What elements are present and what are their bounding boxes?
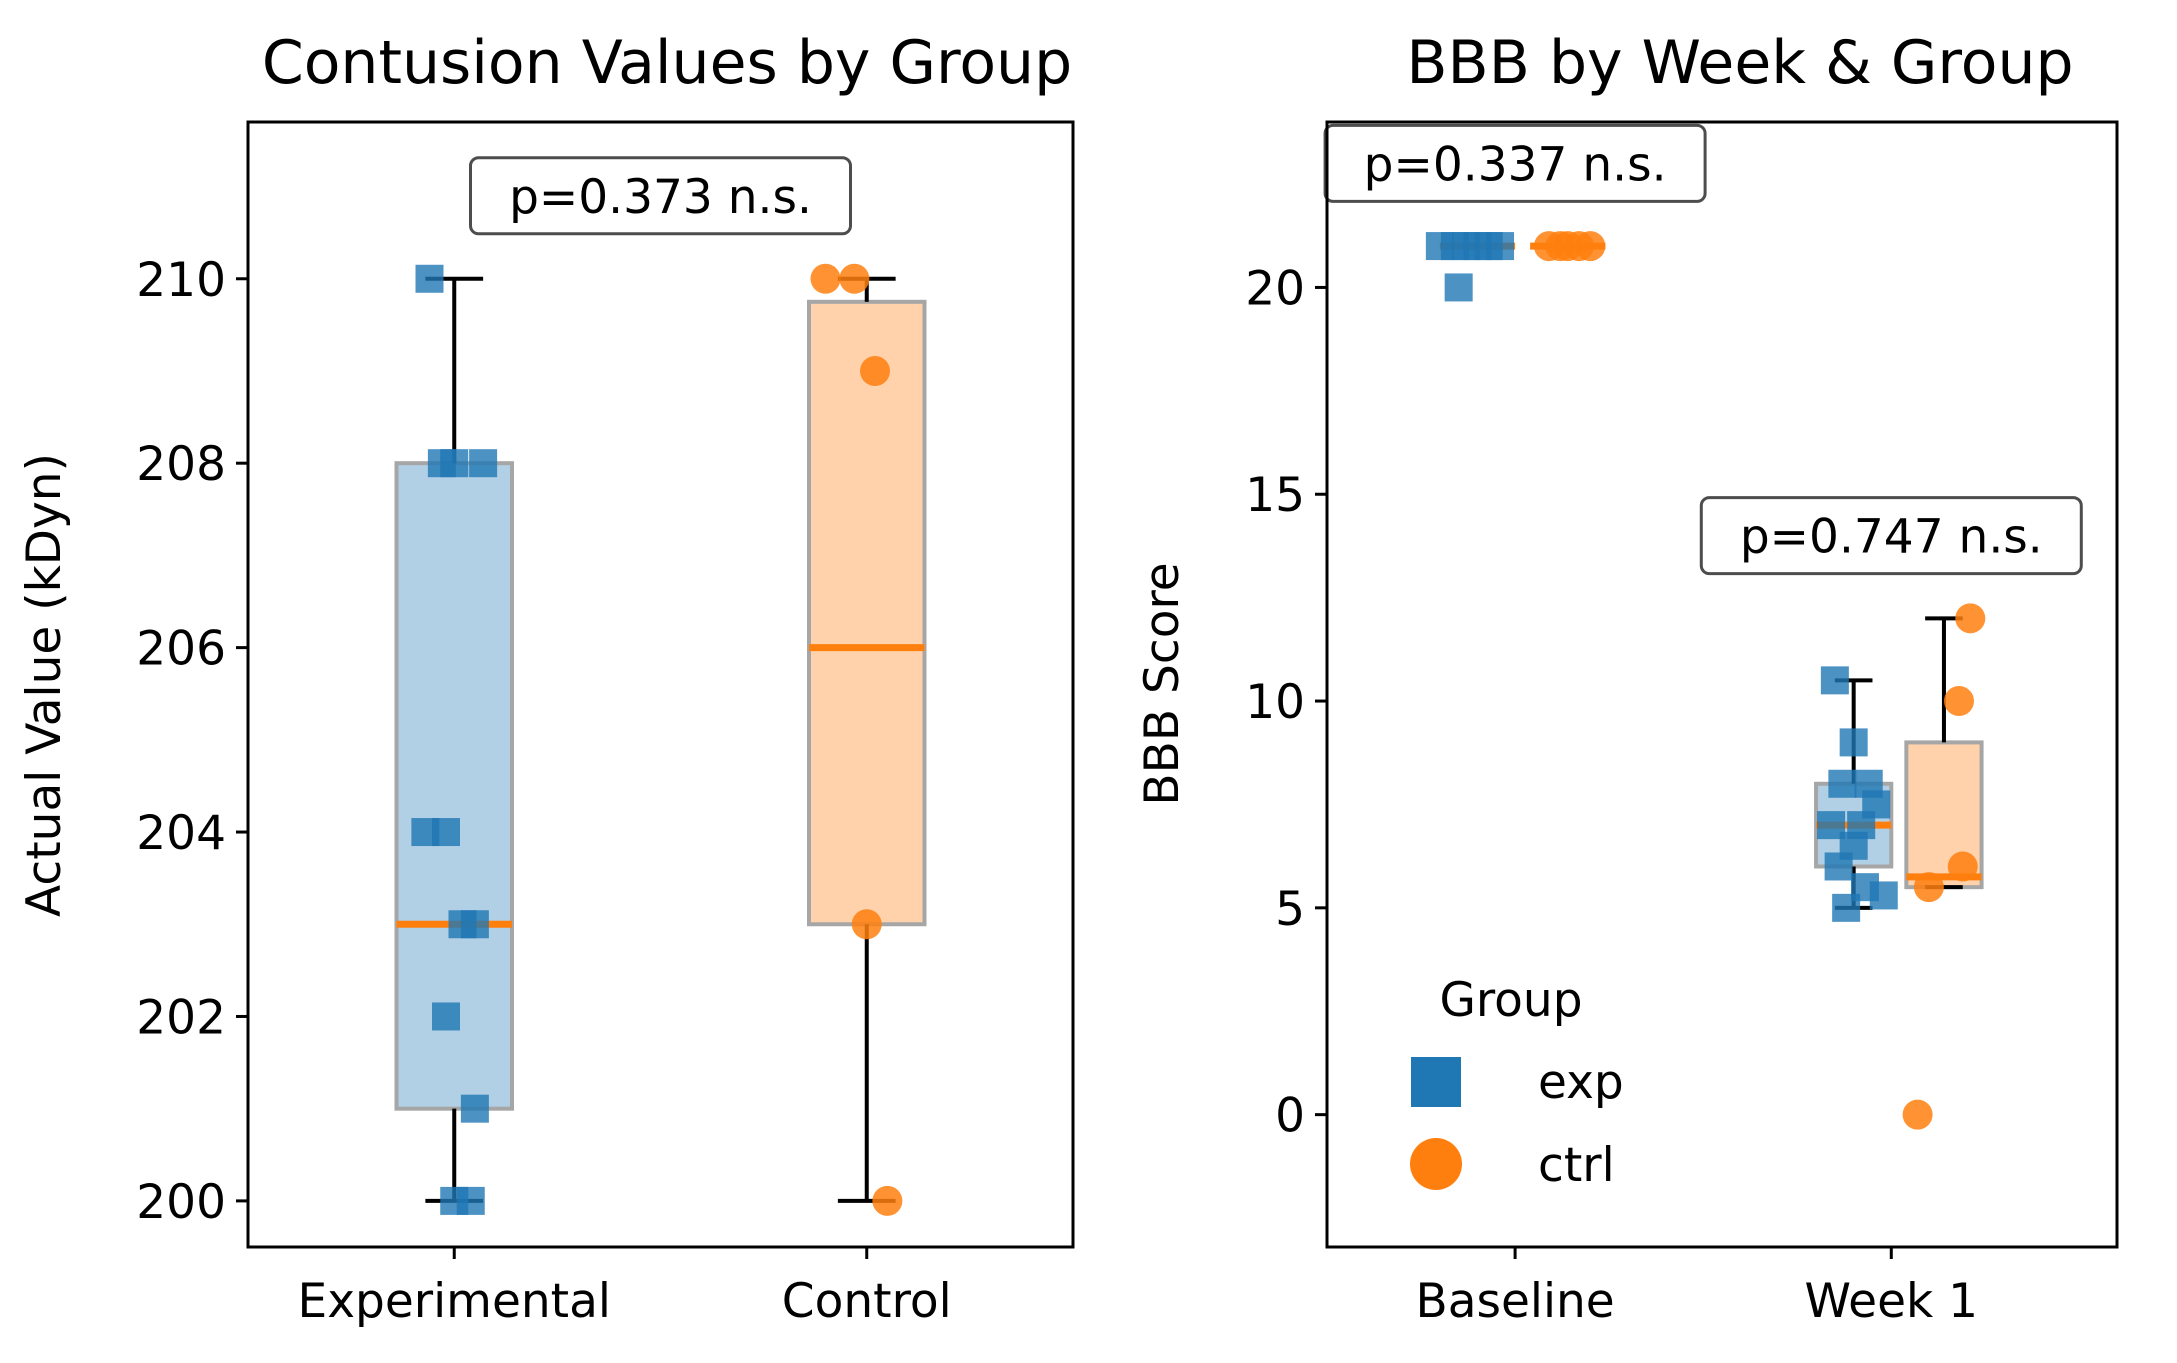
- y-axis-label: Actual Value (kDyn): [17, 453, 72, 917]
- bbb-chart: BBB by Week & Group BBB Score p=0.337 n.…: [1135, 28, 2119, 1329]
- points-ctrl: [1533, 231, 1606, 262]
- data-point: [460, 910, 489, 939]
- annotation-text: p=0.747 n.s.: [1740, 510, 2043, 565]
- annotation-text: p=0.373 n.s.: [509, 170, 812, 225]
- box-body: [807, 299, 927, 927]
- annotation-text: p=0.337 n.s.: [1364, 137, 1667, 192]
- data-point: [860, 355, 890, 386]
- x-tick-label: Week 1: [1804, 1274, 1978, 1329]
- plot-frame: [1325, 120, 2119, 1249]
- y-tick-label: 0: [1275, 1089, 1305, 1144]
- x-axis-ticks: Baseline Week 1: [1415, 1247, 1978, 1329]
- plot-marks: [1425, 231, 1986, 1130]
- data-point: [1913, 872, 1944, 903]
- data-point: [810, 263, 841, 294]
- data-point: [432, 818, 460, 847]
- y-axis-ticks: 200 202 204 206 208 210: [136, 253, 248, 1230]
- data-point: [1486, 232, 1515, 261]
- legend-title: Group: [1439, 973, 1582, 1028]
- data-point: [872, 1185, 903, 1216]
- legend-label: exp: [1538, 1055, 1624, 1110]
- data-point: [1820, 666, 1849, 695]
- data-point: [1824, 852, 1853, 881]
- points-control: [810, 263, 903, 1216]
- data-point: [1902, 1099, 1933, 1130]
- x-axis-ticks: Experimental Control: [298, 1247, 952, 1329]
- points-experimental: [411, 264, 498, 1215]
- data-point: [1947, 851, 1978, 882]
- y-tick-label: 10: [1245, 675, 1305, 730]
- x-tick-label: Experimental: [298, 1274, 611, 1329]
- data-point: [456, 1186, 485, 1215]
- annotations: p=0.373 n.s.: [469, 156, 852, 236]
- legend-circle-marker: [1410, 1138, 1462, 1190]
- data-point: [460, 1094, 489, 1123]
- p-value-annotation: p=0.337 n.s.: [1323, 123, 1707, 203]
- y-tick-label: 20: [1245, 261, 1305, 316]
- chart-title: BBB by Week & Group: [1406, 28, 2073, 98]
- p-value-annotation: p=0.373 n.s.: [469, 156, 852, 236]
- y-tick-label: 5: [1275, 882, 1305, 937]
- legend-entry-exp: exp: [1411, 1055, 1624, 1110]
- box-control: [807, 276, 927, 1203]
- legend-label: ctrl: [1538, 1138, 1615, 1193]
- annotations: p=0.337 n.s. p=0.747 n.s.: [1323, 123, 2083, 576]
- data-point: [432, 1002, 460, 1031]
- plot-frame: [246, 120, 1075, 1249]
- y-tick-label: 200: [136, 1175, 226, 1230]
- p-value-annotation: p=0.747 n.s.: [1699, 496, 2083, 576]
- data-point: [469, 449, 498, 478]
- chart-title: Contusion Values by Group: [262, 28, 1072, 98]
- x-tick-label: Baseline: [1415, 1274, 1614, 1329]
- data-point: [1444, 273, 1473, 302]
- legend: Group exp ctrl: [1410, 973, 1624, 1193]
- annotation-box: [469, 156, 852, 236]
- y-tick-label: 15: [1245, 468, 1305, 523]
- y-tick-label: 206: [136, 622, 226, 677]
- legend-entry-ctrl: ctrl: [1410, 1138, 1615, 1193]
- legend-square-marker: [1411, 1057, 1461, 1107]
- data-point: [1955, 603, 1986, 634]
- contusion-chart: Contusion Values by Group Actual Value (…: [17, 28, 1075, 1329]
- y-tick-label: 210: [136, 253, 226, 308]
- data-point: [851, 909, 882, 940]
- data-point: [1869, 881, 1898, 910]
- y-axis-label: BBB Score: [1135, 562, 1190, 805]
- annotation-box: [1699, 496, 2083, 576]
- points-ctrl: [1902, 603, 1986, 1130]
- data-point: [839, 263, 870, 294]
- points-exp: [1425, 232, 1515, 302]
- box-experimental: [394, 276, 514, 1203]
- data-point: [415, 264, 444, 293]
- points-exp: [1817, 666, 1898, 922]
- data-point: [1944, 686, 1974, 717]
- y-axis-ticks: 0 5 10 15 20: [1245, 261, 1327, 1144]
- annotation-box: [1323, 123, 1707, 203]
- data-point: [1839, 728, 1868, 757]
- y-tick-label: 204: [136, 806, 226, 861]
- plot-marks: [394, 263, 927, 1216]
- data-point: [1828, 769, 1857, 798]
- data-point: [1575, 231, 1606, 262]
- box-body: [394, 461, 514, 1111]
- x-tick-label: Control: [782, 1274, 952, 1329]
- y-tick-label: 208: [136, 437, 226, 492]
- data-point: [440, 449, 469, 478]
- y-tick-label: 202: [136, 990, 226, 1045]
- data-point: [1832, 893, 1861, 922]
